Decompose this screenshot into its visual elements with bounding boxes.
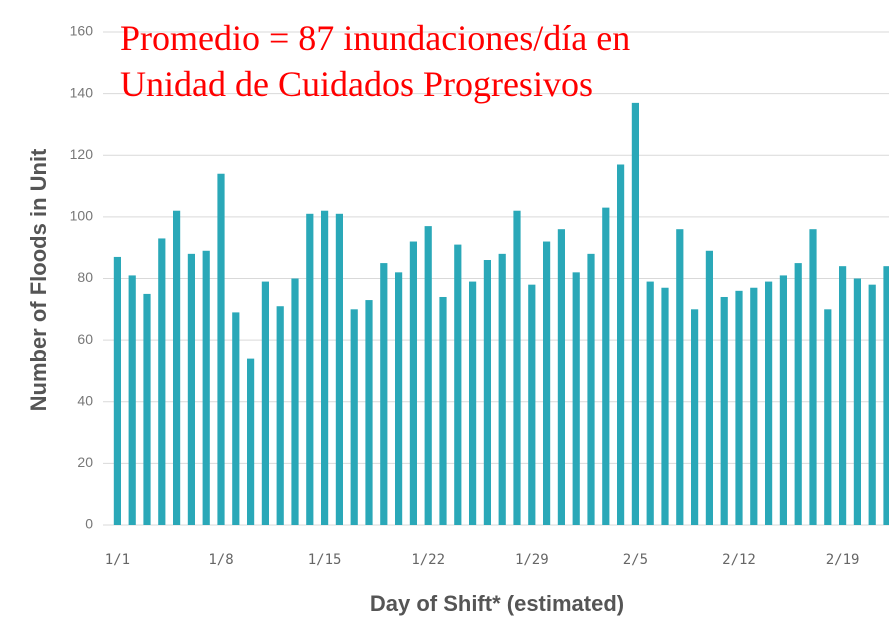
bar — [587, 253, 595, 525]
bar — [483, 260, 491, 525]
y-tick-label: 140 — [70, 84, 94, 100]
bar — [454, 244, 462, 525]
bar — [217, 173, 225, 526]
bar — [335, 213, 343, 525]
bar — [247, 358, 255, 525]
bar — [143, 293, 151, 525]
bar — [646, 281, 654, 525]
bar — [261, 281, 269, 525]
x-tick-label: 2/12 — [722, 552, 756, 568]
bar — [661, 287, 669, 525]
bar — [735, 290, 743, 525]
bar — [498, 253, 506, 525]
y-tick-label: 0 — [85, 516, 93, 532]
bar — [617, 164, 625, 525]
x-tick-label: 1/8 — [208, 552, 233, 568]
bar — [513, 210, 521, 525]
bar — [291, 278, 299, 525]
bar — [321, 210, 329, 525]
chart-title: Unidad de Cuidados Progresivos — [120, 64, 593, 104]
bar — [809, 229, 817, 525]
x-axis-label: Day of Shift* (estimated) — [370, 591, 624, 616]
bar — [853, 278, 861, 525]
x-tick-label: 1/15 — [308, 552, 342, 568]
x-tick-label: 2/5 — [623, 552, 648, 568]
bar — [868, 284, 876, 525]
bar — [676, 229, 684, 525]
bar — [365, 300, 373, 525]
bar — [350, 309, 358, 525]
bar — [439, 296, 447, 525]
bar — [839, 266, 847, 525]
bar — [528, 284, 536, 525]
bar — [202, 250, 210, 526]
y-tick-label: 60 — [77, 331, 93, 347]
bar — [750, 287, 758, 525]
bar — [128, 275, 136, 525]
bar — [824, 309, 832, 525]
y-axis-label: Number of Floods in Unit — [26, 148, 51, 411]
y-tick-label: 160 — [70, 23, 94, 39]
bar — [691, 309, 699, 525]
y-tick-label: 20 — [77, 454, 93, 470]
y-tick-label: 120 — [70, 146, 94, 162]
bar — [883, 266, 889, 525]
bar — [557, 229, 565, 525]
bar — [276, 306, 284, 525]
bar — [794, 263, 802, 525]
chart-title: Promedio = 87 inundaciones/día en — [120, 18, 630, 58]
bar — [705, 250, 713, 526]
x-tick-label: 1/29 — [515, 552, 549, 568]
x-tick-label: 1/1 — [105, 552, 130, 568]
y-tick-label: 80 — [77, 269, 93, 285]
bar — [572, 272, 580, 525]
bar — [187, 253, 195, 525]
bar — [232, 312, 240, 525]
bar — [543, 241, 551, 525]
bar — [113, 256, 121, 525]
y-tick-label: 100 — [70, 208, 94, 224]
bar — [173, 210, 181, 525]
bar — [409, 241, 417, 525]
x-tick-label: 2/19 — [826, 552, 860, 568]
bar — [395, 272, 403, 525]
bar — [158, 238, 166, 525]
bar — [306, 213, 314, 525]
bar — [779, 275, 787, 525]
bar — [469, 281, 477, 525]
bar — [765, 281, 773, 525]
y-tick-label: 40 — [77, 392, 93, 408]
bar — [602, 207, 610, 525]
x-tick-label: 1/22 — [411, 552, 445, 568]
bar — [720, 296, 728, 525]
bar — [380, 263, 388, 525]
bar — [424, 226, 432, 525]
bar — [631, 102, 639, 526]
